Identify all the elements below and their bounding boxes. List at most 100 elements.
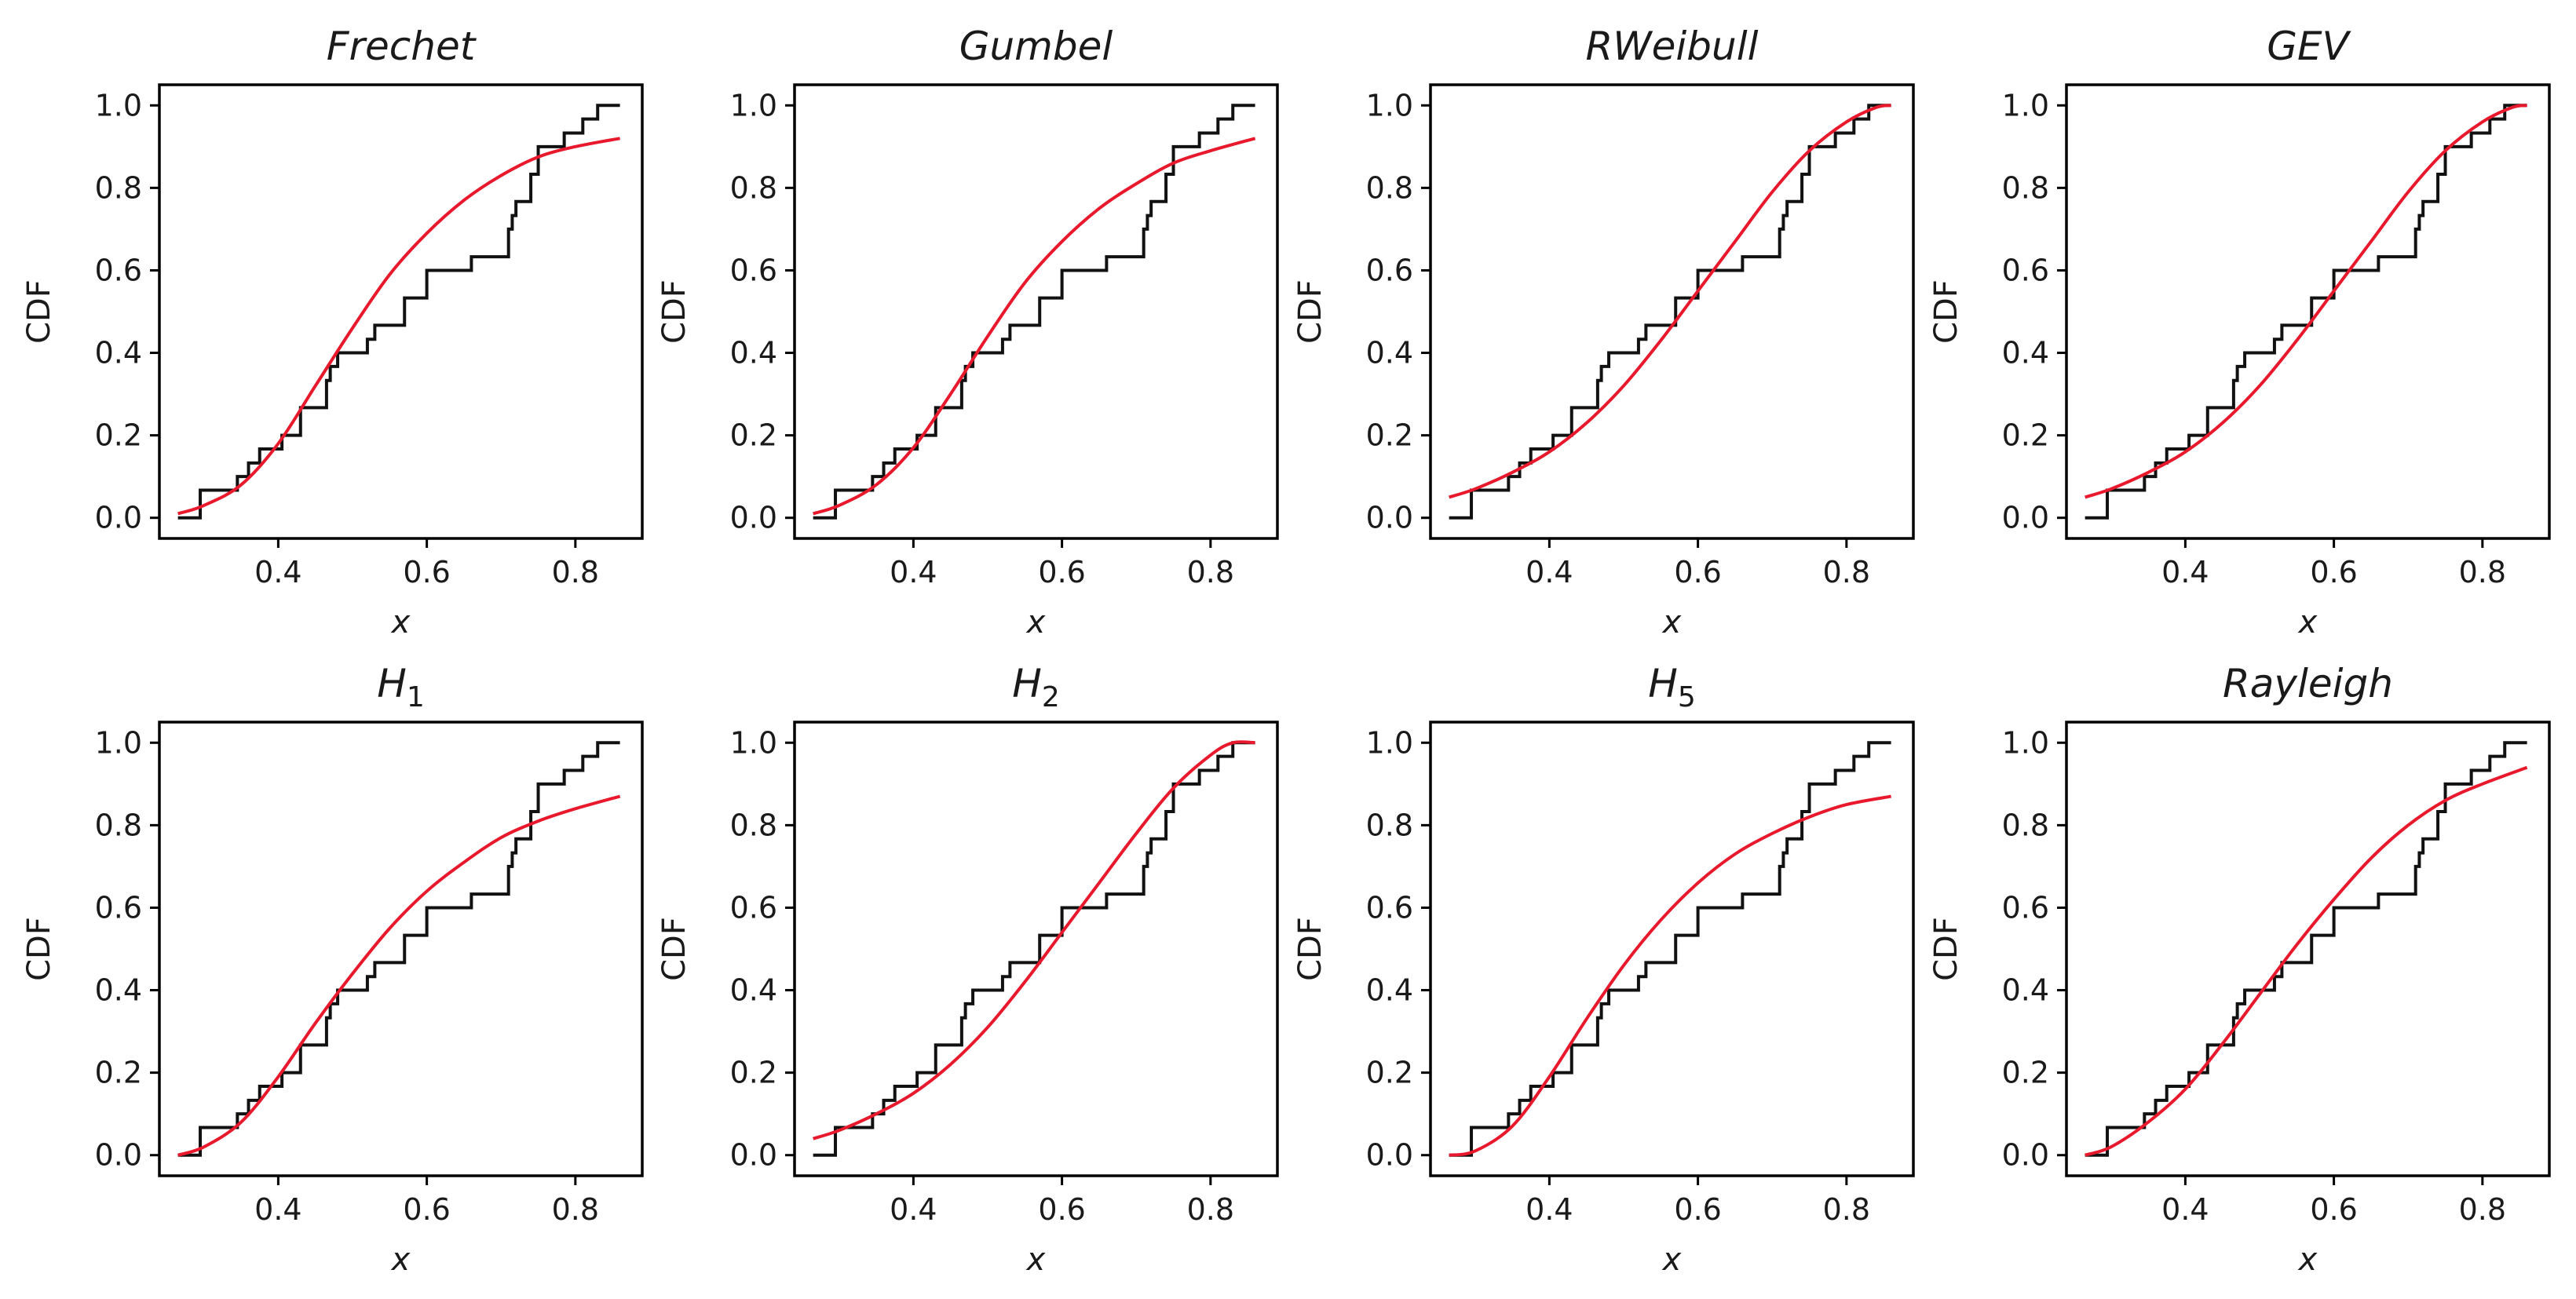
x-tick-label: 0.8 (1823, 555, 1870, 589)
x-tick-label: 0.6 (1038, 555, 1085, 589)
x-axis-label: x (1661, 1242, 1682, 1278)
x-tick-label: 0.8 (2459, 1192, 2506, 1227)
fitted-cdf-line (1449, 794, 1891, 1157)
empirical-cdf-line (1449, 741, 1891, 1157)
plot-frame (1429, 83, 1915, 540)
y-tick-label: 0.8 (2002, 170, 2049, 205)
subplot-title: GEV (2267, 24, 2351, 69)
plot-frame (2065, 83, 2551, 540)
empirical-cdf-line (2085, 741, 2527, 1157)
subplot-2: Gumbel 0.4 0.6 0.8 0.0 0.2 0.4 0.6 0.8 1.0 x CDF (656, 24, 1279, 640)
y-tick-label: 1.0 (95, 88, 142, 122)
y-tick-label: 0.6 (2002, 253, 2049, 287)
fitted-cdf-line (177, 137, 620, 516)
plot-frame (158, 721, 644, 1177)
y-tick-label: 0.0 (95, 1138, 142, 1173)
y-tick-label: 0.6 (1366, 890, 1413, 925)
y-tick-label: 0.4 (730, 336, 777, 370)
x-axis-label: x (1025, 1242, 1046, 1278)
x-axis-label: x (390, 1242, 411, 1278)
x-tick-label: 0.8 (1187, 1192, 1234, 1227)
y-tick-label: 1.0 (95, 725, 142, 760)
y-tick-label: 0.2 (1366, 1056, 1413, 1090)
y-axis-label: CDF (21, 279, 57, 344)
y-tick-label: 0.6 (95, 253, 142, 287)
y-axis-label: CDF (1292, 917, 1328, 981)
fitted-cdf-line (2085, 104, 2527, 499)
y-tick-label: 0.0 (95, 501, 142, 535)
y-tick-label: 0.6 (1366, 253, 1413, 287)
subplot-title: Gumbel (959, 24, 1113, 69)
x-axis-label: x (2297, 604, 2318, 640)
x-axis-label: x (2297, 1242, 2318, 1278)
y-tick-label: 0.0 (730, 1138, 777, 1173)
x-axis-label: x (390, 604, 411, 640)
subplot-1: Frechet 0.4 0.6 0.8 0.0 0.2 0.4 0.6 0.8 1.0 x CDF (21, 24, 644, 640)
subplot-title-main: Frechet (327, 24, 477, 69)
subplot-title-subscript: 1 (407, 681, 425, 713)
x-tick-label: 0.8 (1187, 555, 1234, 589)
y-tick-label: 1.0 (1366, 725, 1413, 760)
empirical-cdf-line (177, 104, 620, 520)
fitted-cdf-line (1449, 104, 1891, 499)
y-tick-label: 0.0 (2002, 501, 2049, 535)
y-axis-label: CDF (656, 917, 692, 981)
y-tick-label: 0.4 (95, 973, 142, 1008)
y-tick-label: 0.4 (1366, 973, 1413, 1008)
subplot-title: H2 (1012, 661, 1060, 713)
fitted-cdf-line (2085, 765, 2528, 1157)
x-tick-label: 0.6 (2310, 555, 2357, 589)
empirical-cdf-line (1449, 104, 1891, 520)
y-tick-label: 0.8 (730, 170, 777, 205)
subplot-title-main: H (1648, 661, 1678, 706)
y-axis-label: CDF (21, 917, 57, 981)
plot-frame (1429, 721, 1915, 1177)
subplot-title-main: Gumbel (959, 24, 1113, 69)
y-tick-label: 1.0 (730, 725, 777, 760)
y-tick-label: 0.6 (730, 890, 777, 925)
y-axis-label: CDF (1292, 279, 1328, 344)
y-tick-label: 0.8 (1366, 170, 1413, 205)
y-tick-label: 0.4 (2002, 973, 2049, 1008)
y-tick-label: 0.4 (1366, 336, 1413, 370)
subplot-title: RWeibull (1585, 24, 1758, 69)
x-tick-label: 0.8 (552, 1192, 599, 1227)
y-tick-label: 0.8 (730, 808, 777, 842)
y-tick-label: 0.4 (2002, 336, 2049, 370)
x-tick-label: 0.6 (1038, 1192, 1085, 1227)
x-tick-label: 0.4 (890, 1192, 937, 1227)
x-tick-label: 0.8 (1823, 1192, 1870, 1227)
x-tick-label: 0.6 (403, 555, 450, 589)
subplot-3: RWeibull 0.4 0.6 0.8 0.0 0.2 0.4 0.6 0.8 1.0 x CDF (1292, 24, 1915, 640)
x-tick-label: 0.4 (254, 1192, 301, 1227)
y-tick-label: 0.2 (1366, 418, 1413, 453)
subplot-title-main: H (1012, 661, 1042, 706)
y-tick-label: 1.0 (2002, 88, 2049, 122)
subplot-8: Rayleigh 0.4 0.6 0.8 0.0 0.2 0.4 0.6 0.8 1.0 x CDF (1928, 661, 2551, 1278)
empirical-cdf-line (813, 741, 1255, 1157)
y-tick-label: 0.0 (2002, 1138, 2049, 1173)
subplot-title-main: H (377, 661, 407, 706)
y-tick-label: 0.0 (730, 501, 777, 535)
x-tick-label: 0.4 (254, 555, 301, 589)
subplot-title: H5 (1648, 661, 1696, 713)
empirical-cdf-line (2085, 104, 2527, 520)
subplot-title: Rayleigh (2223, 661, 2393, 706)
x-axis-label: x (1661, 604, 1682, 640)
y-axis-label: CDF (656, 279, 692, 344)
subplot-title: Frechet (327, 24, 477, 69)
x-tick-label: 0.6 (403, 1192, 450, 1227)
x-tick-label: 0.6 (2310, 1192, 2357, 1227)
y-tick-label: 0.2 (95, 1056, 142, 1090)
x-tick-label: 0.4 (890, 555, 937, 589)
x-tick-label: 0.4 (1526, 1192, 1573, 1227)
plot-frame (793, 83, 1279, 540)
subplot-6: H2 0.4 0.6 0.8 0.0 0.2 0.4 0.6 0.8 1.0 x CDF (656, 661, 1279, 1278)
x-tick-label: 0.6 (1674, 1192, 1721, 1227)
x-tick-label: 0.6 (1674, 555, 1721, 589)
subplot-4: GEV 0.4 0.6 0.8 0.0 0.2 0.4 0.6 0.8 1.0 x CDF (1928, 24, 2551, 640)
y-tick-label: 0.6 (2002, 890, 2049, 925)
y-tick-label: 0.6 (730, 253, 777, 287)
y-tick-label: 0.8 (95, 170, 142, 205)
